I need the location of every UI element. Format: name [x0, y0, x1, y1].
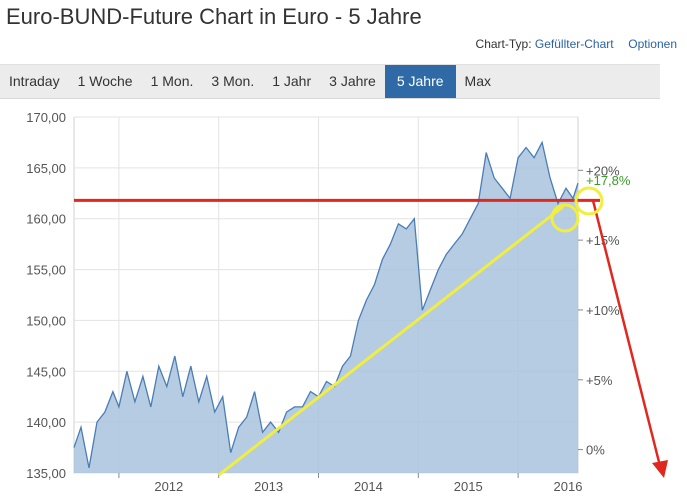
y-tick-label: 145,00	[26, 364, 66, 379]
y-tick-label: 165,00	[26, 161, 66, 176]
right-tick-label: +20%	[586, 163, 620, 178]
last-change-label: +17,8%	[586, 173, 631, 188]
x-tick-label: 2012	[154, 479, 183, 494]
y-tick-label: 170,00	[26, 110, 66, 125]
options-link[interactable]: Optionen	[628, 37, 677, 51]
timeframe-tabs: Intraday 1 Woche 1 Mon. 3 Mon. 1 Jahr 3 …	[0, 64, 660, 99]
y-tick-label: 150,00	[26, 313, 66, 328]
tab-intraday[interactable]: Intraday	[9, 73, 60, 89]
tab-1-jahr[interactable]: 1 Jahr	[272, 73, 312, 89]
x-tick-label: 2014	[354, 479, 383, 494]
y-tick-label: 160,00	[26, 212, 66, 227]
x-tick-label: 2015	[454, 479, 483, 494]
tab-3-jahre[interactable]: 3 Jahre	[329, 73, 376, 89]
page-title: Euro-BUND-Future Chart in Euro - 5 Jahre	[6, 4, 422, 29]
chart-type-label: Chart-Typ:	[475, 37, 532, 51]
tab-1-woche[interactable]: 1 Woche	[77, 73, 133, 89]
red-arrow-line	[591, 200, 662, 467]
red-arrowhead	[652, 460, 668, 478]
y-tick-label: 140,00	[26, 415, 66, 430]
tab-max[interactable]: Max	[464, 73, 491, 89]
x-tick-label: 2013	[254, 479, 283, 494]
yellow-trend-line	[217, 205, 564, 477]
series-area	[74, 142, 578, 473]
price-chart: 135,00 140,00 145,00 150,00 155,00 160,00 165,…	[26, 110, 668, 494]
series-line	[73, 140, 579, 469]
tab-1-mon[interactable]: 1 Mon.	[150, 73, 194, 89]
right-tick-label: 0%	[586, 443, 605, 458]
right-tick-label: +5%	[586, 373, 613, 388]
yellow-circle-2	[574, 186, 604, 216]
right-tick-label: +10%	[586, 303, 620, 318]
chart-type-row: Chart-Typ: Gefüllter-Chart Optionen	[476, 37, 677, 51]
y-tick-label: 155,00	[26, 263, 66, 278]
yellow-circle-1	[550, 203, 580, 233]
chart-type-link[interactable]: Gefüllter-Chart	[534, 37, 614, 51]
y-tick-label: 135,00	[26, 466, 66, 481]
x-tick-label: 2016	[554, 479, 583, 494]
tab-5-jahre[interactable]: 5 Jahre	[384, 65, 456, 98]
tab-3-mon[interactable]: 3 Mon.	[211, 73, 255, 89]
